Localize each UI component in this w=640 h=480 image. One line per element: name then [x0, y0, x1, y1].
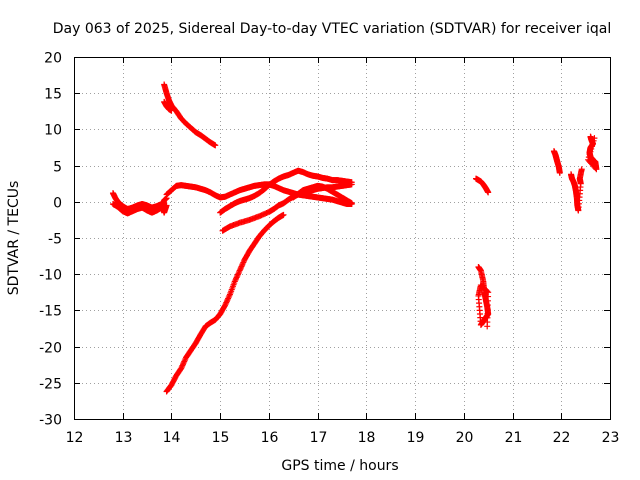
- data-point: [280, 211, 287, 218]
- data-point: [212, 142, 219, 149]
- series-seg1: [161, 81, 219, 149]
- data-point: [181, 358, 188, 365]
- data-point: [234, 273, 241, 280]
- series-seg6: [217, 167, 355, 216]
- data-point: [232, 277, 239, 284]
- x-tick-label: 15: [212, 430, 230, 446]
- series-seg2: [161, 98, 175, 114]
- x-tick-label: 23: [602, 430, 620, 446]
- data-point: [223, 298, 230, 305]
- series-seg7: [219, 181, 355, 234]
- data-point: [168, 107, 175, 114]
- y-tick-label: 5: [53, 160, 62, 176]
- data-point: [484, 323, 491, 330]
- data-point: [237, 264, 244, 271]
- x-tick-label: 19: [407, 430, 425, 446]
- data-point: [180, 361, 187, 368]
- y-tick-label: 0: [53, 196, 62, 212]
- y-tick-label: -20: [39, 341, 62, 357]
- data-point: [591, 135, 598, 142]
- chart-title: Day 063 of 2025, Sidereal Day-to-day VTE…: [53, 21, 611, 37]
- data-point: [239, 260, 246, 267]
- x-tick-label: 13: [115, 430, 133, 446]
- data-point: [178, 365, 185, 372]
- x-tick-label: 21: [505, 430, 523, 446]
- data-point: [484, 288, 491, 295]
- data-point: [223, 299, 230, 306]
- data-point: [236, 268, 243, 275]
- data-point: [237, 266, 244, 273]
- series-seg13: [568, 166, 585, 214]
- data-point: [587, 148, 594, 155]
- data-point: [222, 302, 229, 309]
- y-tick-labels: 20 15 10 5 0 -5 -10 -15 -20 -25 -30: [39, 51, 62, 429]
- series-seg10: [473, 175, 492, 196]
- x-tick-label: 12: [66, 430, 84, 446]
- grid-layer: [74, 57, 611, 420]
- data-point: [348, 200, 355, 207]
- data-point: [556, 169, 563, 176]
- y-tick-label: -10: [39, 268, 62, 284]
- data-point: [589, 143, 596, 150]
- data-point: [178, 363, 185, 370]
- y-tick-label: -25: [39, 377, 62, 393]
- data-point: [588, 145, 595, 152]
- data-point: [222, 300, 229, 307]
- x-tick-label: 17: [310, 430, 328, 446]
- series-seg8: [290, 182, 355, 207]
- data-point: [578, 166, 585, 173]
- data-point: [586, 151, 593, 158]
- data-point: [235, 270, 242, 277]
- y-tick-label: 15: [44, 87, 62, 103]
- data-point: [233, 274, 240, 281]
- series-seg12: [550, 148, 563, 176]
- data-point: [239, 262, 246, 269]
- data-point: [590, 137, 597, 144]
- y-tick-label: -30: [39, 413, 62, 429]
- y-tick-label: 10: [44, 123, 62, 139]
- data-point: [224, 296, 231, 303]
- series-seg14: [585, 133, 600, 173]
- x-tick-label: 20: [456, 430, 474, 446]
- y-axis-label: SDTVAR / TECUs: [6, 181, 22, 296]
- data-point: [589, 140, 596, 147]
- data-point: [348, 181, 355, 188]
- plot-frame: [74, 57, 611, 420]
- x-tick-label: 16: [261, 430, 279, 446]
- data-points: [109, 81, 600, 395]
- data-point: [240, 259, 247, 266]
- series-seg4: [109, 195, 170, 217]
- y-tick-label: -15: [39, 304, 62, 320]
- series-seg11: [475, 263, 492, 330]
- data-point: [231, 278, 238, 285]
- data-point: [234, 271, 241, 278]
- data-point: [225, 295, 232, 302]
- x-axis-label: GPS time / hours: [281, 458, 398, 474]
- y-tick-label: -5: [48, 232, 62, 248]
- data-point: [485, 189, 492, 196]
- data-point: [180, 359, 187, 366]
- data-point: [585, 154, 592, 161]
- x-tick-label: 14: [163, 430, 181, 446]
- data-point: [226, 292, 233, 299]
- data-point: [236, 267, 243, 274]
- data-point: [585, 156, 592, 163]
- data-point: [225, 294, 232, 301]
- data-point: [238, 263, 245, 270]
- data-point: [181, 357, 188, 364]
- y-tick-label: 20: [44, 51, 62, 67]
- data-point: [233, 275, 240, 282]
- x-tick-label: 18: [358, 430, 376, 446]
- x-tick-labels: 12 13 14 15 16 17 18 19 20 21 22 23: [66, 430, 620, 446]
- series-seg9: [163, 211, 287, 395]
- x-tick-label: 22: [553, 430, 571, 446]
- data-point: [179, 362, 186, 369]
